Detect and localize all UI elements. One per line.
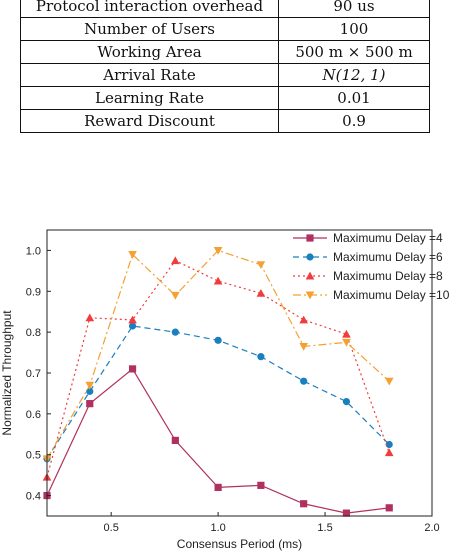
series-3 bbox=[42, 256, 394, 481]
param-name: Reward Discount bbox=[20, 109, 279, 133]
table-row: Protocol interaction overhead 90 us bbox=[20, 0, 430, 18]
legend-label: Maximumu Delay =8 bbox=[333, 269, 443, 283]
y-tick-label: 0.5 bbox=[26, 450, 41, 462]
data-point bbox=[300, 377, 308, 385]
data-point bbox=[86, 400, 94, 408]
legend-marker bbox=[305, 271, 315, 280]
table-row: Number of Users 100 bbox=[20, 17, 430, 41]
data-point bbox=[385, 504, 393, 512]
table-row: Learning Rate 0.01 bbox=[20, 86, 430, 110]
data-point bbox=[384, 448, 394, 457]
param-value: 0.9 bbox=[278, 109, 430, 133]
legend-marker bbox=[306, 253, 314, 261]
y-tick-label: 0.4 bbox=[26, 491, 41, 503]
data-point bbox=[257, 481, 265, 489]
data-point bbox=[85, 313, 95, 322]
series-2 bbox=[43, 322, 393, 463]
data-point bbox=[128, 365, 137, 373]
y-tick-label: 0.9 bbox=[26, 286, 41, 298]
x-tick-label: 0.5 bbox=[104, 522, 119, 534]
data-point bbox=[299, 315, 308, 324]
data-point bbox=[342, 509, 351, 517]
x-tick-label: 2.0 bbox=[424, 522, 439, 534]
param-value: 0.01 bbox=[278, 86, 430, 110]
data-point bbox=[342, 329, 351, 338]
data-point bbox=[85, 381, 95, 390]
param-value: 500 m × 500 m bbox=[278, 40, 430, 64]
legend: Maximumu Delay =4 Maximumu Delay =6 Maximu… bbox=[293, 231, 450, 302]
x-axis-title: Consensus Period (ms) bbox=[177, 537, 302, 551]
data-point bbox=[86, 387, 94, 395]
data-point bbox=[342, 338, 351, 347]
y-axis-title: Normalized Throughput bbox=[0, 310, 14, 436]
data-point bbox=[299, 342, 308, 351]
param-value: 90 us bbox=[278, 0, 430, 18]
data-point bbox=[214, 336, 222, 344]
parameter-table: Protocol interaction overhead 90 us Numb… bbox=[20, 0, 430, 133]
param-name: Number of Users bbox=[20, 17, 279, 41]
data-point bbox=[213, 276, 223, 285]
param-name: Working Area bbox=[20, 40, 279, 64]
data-point bbox=[384, 377, 394, 386]
data-point bbox=[171, 436, 179, 445]
data-point bbox=[213, 246, 223, 255]
x-tick-label: 1.0 bbox=[210, 522, 225, 534]
param-name: Learning Rate bbox=[20, 86, 279, 110]
series-line bbox=[46, 368, 390, 514]
throughput-line-chart: 0.5 1.0 1.5 2.0 0.4 0.5 0.6 0.7 0.8 0.9 1.0 Consen… bbox=[0, 229, 450, 551]
data-point bbox=[214, 483, 222, 491]
series-line bbox=[46, 325, 390, 460]
legend-label: Maximumu Delay =6 bbox=[333, 250, 443, 264]
table-row: Working Area 500 m × 500 m bbox=[20, 40, 430, 64]
param-value: 100 bbox=[278, 17, 430, 41]
table-row: Reward Discount 0.9 bbox=[20, 109, 430, 133]
y-tick-label: 0.8 bbox=[26, 327, 41, 339]
legend-label: Maximumu Delay =10 bbox=[333, 288, 450, 302]
data-point bbox=[128, 315, 137, 324]
data-point bbox=[171, 291, 180, 300]
data-point bbox=[256, 289, 266, 297]
data-point bbox=[385, 440, 393, 449]
data-point bbox=[257, 353, 265, 361]
x-tick-label: 1.5 bbox=[317, 522, 332, 534]
legend-marker bbox=[305, 291, 315, 300]
param-value: N(12, 1) bbox=[278, 63, 430, 87]
data-point bbox=[171, 256, 180, 265]
legend-label: Maximumu Delay =4 bbox=[333, 231, 443, 245]
data-point bbox=[342, 398, 351, 406]
data-point bbox=[128, 251, 137, 259]
param-name: Arrival Rate bbox=[20, 63, 279, 87]
y-tick-label: 1.0 bbox=[26, 245, 41, 257]
data-point bbox=[128, 322, 137, 330]
y-tick-label: 0.7 bbox=[26, 368, 41, 380]
data-point bbox=[300, 500, 308, 508]
data-point bbox=[171, 328, 179, 336]
data-point bbox=[256, 261, 266, 270]
param-name: Protocol interaction overhead bbox=[20, 0, 279, 18]
table-row: Arrival Rate N(12, 1) bbox=[20, 63, 430, 87]
series-1 bbox=[43, 365, 393, 517]
legend-marker bbox=[306, 234, 314, 242]
y-tick-label: 0.6 bbox=[26, 409, 41, 421]
